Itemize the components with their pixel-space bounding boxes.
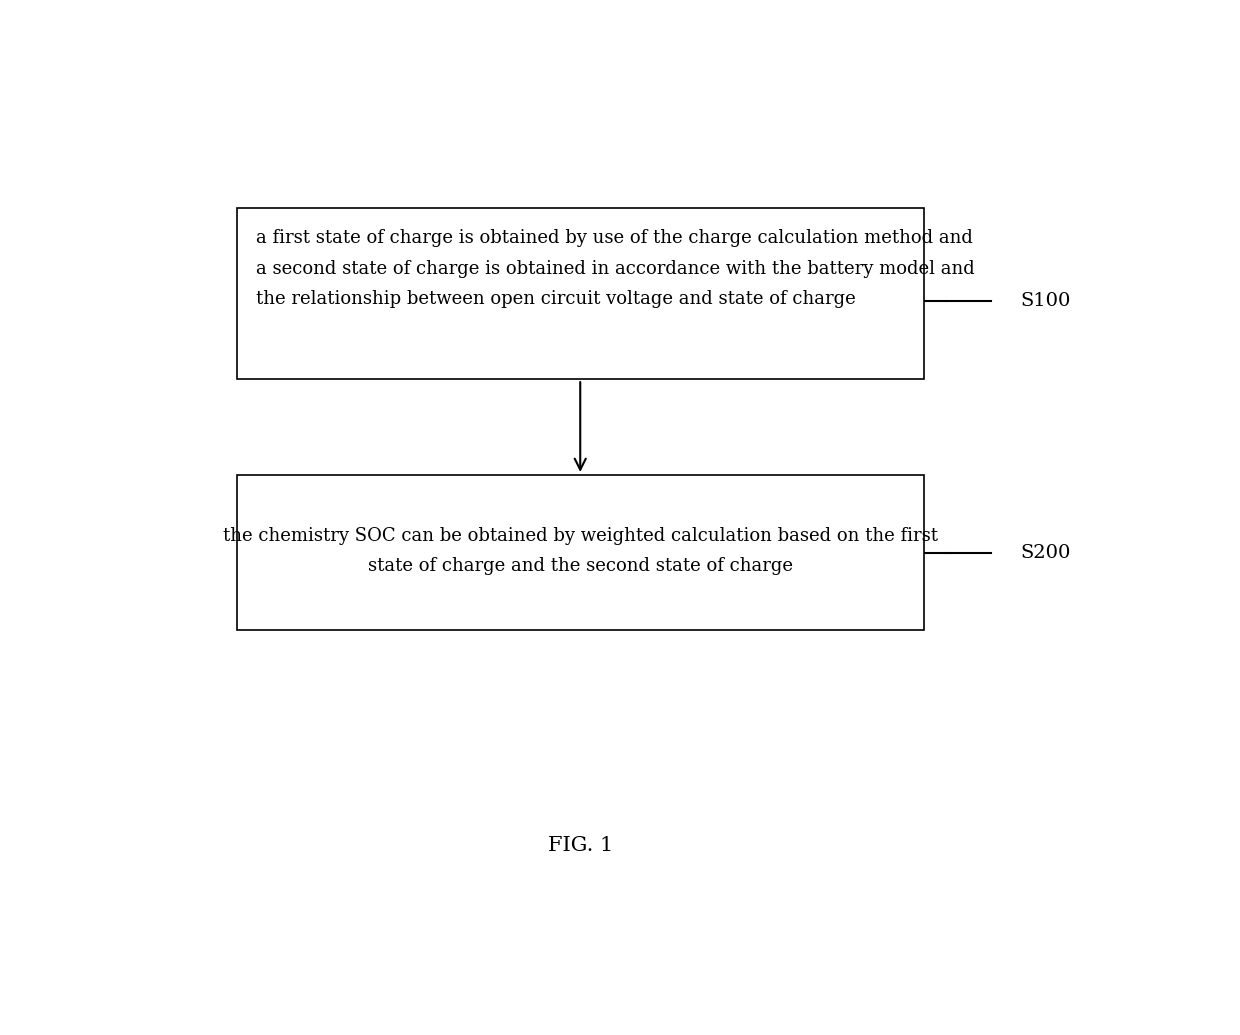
Bar [237,475,924,630]
Text: state of charge and the second state of charge: state of charge and the second state of … [368,557,792,575]
Text: FIG. 1: FIG. 1 [548,836,613,855]
Text: a second state of charge is obtained in accordance with the battery model and: a second state of charge is obtained in … [255,260,975,277]
Text: S100: S100 [1019,292,1070,310]
Bar [237,208,924,379]
Text: the relationship between open circuit voltage and state of charge: the relationship between open circuit vo… [255,290,856,308]
Text: a first state of charge is obtained by use of the charge calculation method and: a first state of charge is obtained by u… [255,230,972,247]
Text: S200: S200 [1019,544,1070,562]
Text: the chemistry SOC can be obtained by weighted calculation based on the first: the chemistry SOC can be obtained by wei… [223,527,937,544]
